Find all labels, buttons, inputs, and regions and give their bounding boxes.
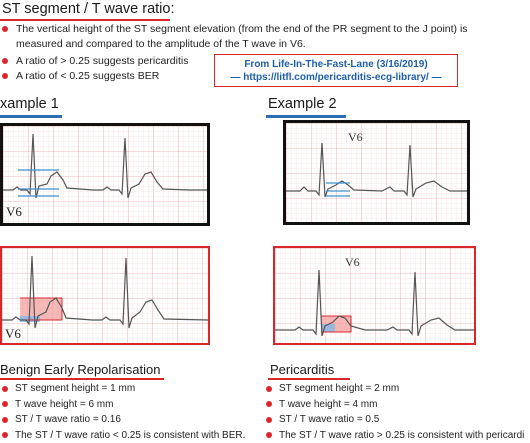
list-item-text: The ST / T wave ratio < 0.25 is consiste… (15, 429, 246, 441)
bullet-dot-icon (2, 385, 8, 392)
ecg-trace-svg: V6 (3, 126, 207, 223)
list-item: A ratio of > 0.25 suggests pericarditis (2, 54, 212, 68)
bullet-dot-icon (266, 432, 272, 438)
ecg-trace-svg: V6 (2, 248, 208, 343)
ecg-strip-example2-bottom: V6 (273, 246, 476, 345)
example-1-title: xample 1 (0, 96, 59, 112)
list-item-text: The ST / T wave ratio > 0.25 is consiste… (279, 429, 525, 441)
source-line-1: From Life-In-The-Fast-Lane (3/16/2019) (244, 59, 428, 70)
list-item-text: T wave height = 4 mm (279, 398, 378, 410)
pericarditis-list: ST segment height = 2 mm T wave height =… (266, 381, 530, 443)
list-item: The ST / T wave ratio < 0.25 is consiste… (2, 428, 264, 443)
lead-label: V6 (345, 255, 360, 269)
ecg-trace-svg: V6 (286, 123, 467, 222)
ber-title-underline (0, 378, 164, 380)
title-underline (0, 19, 170, 21)
list-item-text: T wave height = 6 mm (15, 398, 114, 410)
ecg-strip-example2-top: V6 (283, 120, 470, 225)
pericarditis-title-underline (268, 378, 350, 380)
example-2-title: Example 2 (268, 96, 337, 112)
list-item: ST segment height = 2 mm (266, 381, 530, 397)
bullet-text: measured and compared to the amplitude o… (16, 38, 306, 50)
list-item: ST / T wave ratio = 0.16 (2, 412, 264, 428)
lead-label: V6 (6, 204, 22, 219)
list-item-text: ST segment height = 2 mm (279, 383, 400, 394)
list-item: The ST / T wave ratio > 0.25 is consiste… (266, 428, 530, 443)
list-item: The vertical height of the ST segment el… (2, 22, 522, 36)
list-item: ST / T wave ratio = 0.5 (266, 412, 530, 428)
page-title: ST segment / T wave ratio: (2, 1, 175, 17)
list-item: T wave height = 6 mm (2, 397, 264, 413)
bullet-text: A ratio of > 0.25 suggests pericarditis (16, 55, 189, 67)
bullet-dot-icon (2, 432, 8, 438)
example-2-underline (266, 115, 346, 118)
bullet-dot-icon (2, 73, 8, 79)
example-1-underline (0, 115, 62, 118)
bullet-dot-icon (266, 416, 272, 423)
bullet-text: The vertical height of the ST segment el… (16, 23, 468, 35)
bullet-dot-icon (2, 26, 8, 32)
list-item-continuation: measured and compared to the amplitude o… (16, 37, 516, 51)
ecg-trace-svg: V6 (275, 248, 474, 343)
bullet-dot-icon (266, 401, 272, 407)
source-citation-box: From Life-In-The-Fast-Lane (3/16/2019) —… (214, 54, 458, 87)
ecg-strip-example1-bottom: V6 (0, 246, 210, 345)
list-item: A ratio of < 0.25 suggests BER (2, 69, 212, 83)
list-item: ST segment height = 1 mm (2, 381, 264, 397)
list-item-text: ST / T wave ratio = 0.5 (279, 414, 380, 425)
ber-list: ST segment height = 1 mm T wave height =… (2, 381, 264, 443)
source-line-2[interactable]: — https://litfl.com/pericarditis-ecg-lib… (230, 72, 442, 83)
lead-label: V6 (348, 130, 363, 144)
bullet-text: A ratio of < 0.25 suggests BER (16, 70, 160, 82)
list-item: T wave height = 4 mm (266, 397, 530, 413)
bullet-dot-icon (2, 58, 8, 64)
bullet-dot-icon (266, 385, 272, 392)
list-item-text: ST segment height = 1 mm (15, 383, 136, 394)
list-item-text: ST / T wave ratio = 0.16 (15, 414, 121, 425)
ecg-strip-example1-top: V6 (0, 123, 210, 226)
ber-section-title: Benign Early Repolarisation (0, 362, 161, 377)
pericarditis-section-title: Pericarditis (270, 362, 335, 377)
lead-label: V6 (5, 326, 21, 341)
bullet-dot-icon (2, 401, 8, 407)
bullet-dot-icon (2, 416, 8, 423)
